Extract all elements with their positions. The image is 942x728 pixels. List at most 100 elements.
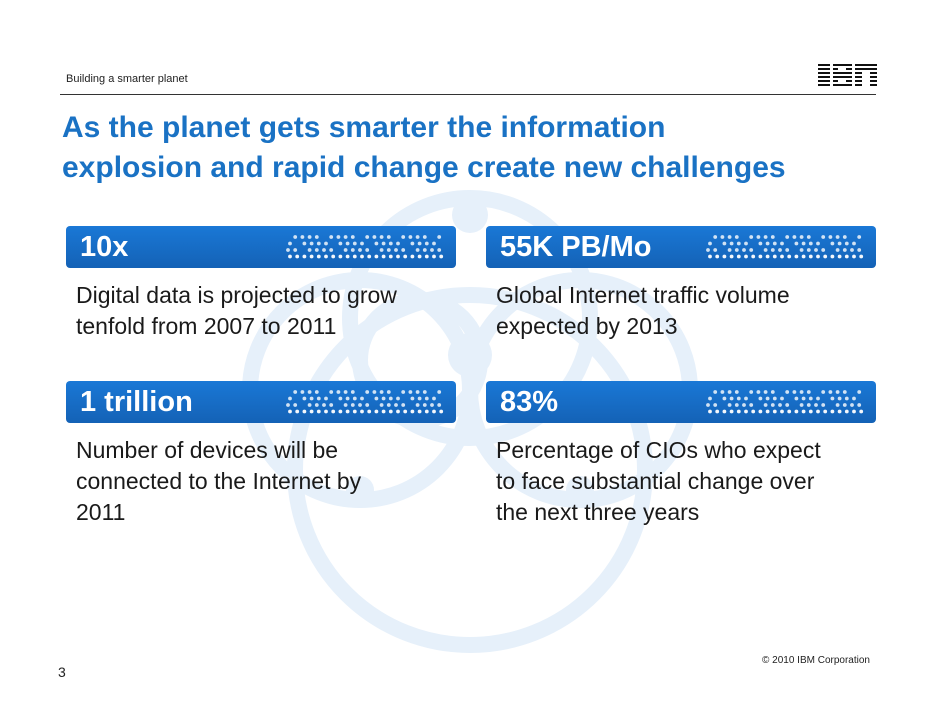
pattern-dot: [780, 409, 784, 414]
pattern-dot: [844, 396, 849, 401]
pattern-dot: [408, 390, 413, 394]
pattern-dot: [744, 241, 748, 246]
pattern-dot: [794, 396, 799, 401]
stat-description-data-growth: Digital data is projected to grow tenfol…: [76, 280, 466, 342]
pattern-dot: [794, 254, 799, 259]
pattern-dot: [729, 254, 734, 259]
pattern-dot: [374, 254, 379, 259]
pattern-dot: [410, 254, 415, 259]
pattern-dot: [794, 241, 799, 246]
pattern-dot: [314, 403, 319, 407]
stat-description-line: expected by 2013: [496, 313, 678, 339]
pattern-dot: [780, 396, 784, 401]
pattern-dot: [722, 409, 727, 414]
pattern-dot: [422, 248, 427, 252]
pattern-dot: [821, 235, 826, 239]
pattern-dot: [765, 241, 770, 246]
pattern-dot: [763, 248, 768, 252]
pattern-dot: [821, 390, 826, 394]
pattern-dot: [381, 396, 386, 401]
stat-description-line: Digital data is projected to grow: [76, 282, 397, 308]
pattern-dot: [388, 396, 393, 401]
pattern-dot: [727, 248, 732, 252]
stat-bar-cio-change: 83%: [486, 381, 876, 423]
pattern-dot: [787, 409, 792, 414]
pattern-dot: [806, 235, 811, 239]
pattern-dot: [307, 235, 312, 239]
pattern-dot: [288, 254, 292, 259]
stat-description-cio-change: Percentage of CIOs who expect to face su…: [496, 435, 886, 528]
pattern-dot: [806, 248, 811, 252]
pattern-dot: [439, 409, 444, 414]
pattern-dot: [749, 235, 754, 239]
pattern-dot: [314, 390, 319, 394]
pattern-dot: [415, 390, 420, 394]
pattern-dot: [749, 248, 754, 252]
pattern-dot: [758, 409, 763, 414]
pattern-dot: [792, 390, 797, 394]
pattern-dot: [350, 248, 355, 252]
pattern-dot: [336, 390, 341, 394]
stat-description-connected-devices: Number of devices will be connected to t…: [76, 435, 466, 528]
pattern-dot: [379, 403, 384, 407]
pattern-dot: [722, 254, 727, 259]
pattern-dot: [309, 254, 314, 259]
pattern-dot: [734, 235, 739, 239]
pattern-dot: [286, 248, 290, 252]
pattern-dot: [338, 254, 343, 259]
pattern-dot: [360, 254, 364, 259]
pattern-dot: [415, 248, 420, 252]
pattern-dot: [835, 390, 840, 394]
pattern-dot: [821, 403, 826, 407]
pattern-dot: [324, 396, 328, 401]
pattern-dot: [785, 248, 790, 252]
pattern-dot: [286, 403, 290, 407]
pattern-dot: [352, 241, 357, 246]
pattern-dot: [785, 403, 790, 407]
pattern-dot: [316, 254, 321, 259]
pattern-dot: [720, 390, 725, 394]
copyright-notice: © 2010 IBM Corporation: [762, 655, 870, 666]
pattern-dot: [365, 248, 370, 252]
pattern-dot: [756, 235, 761, 239]
pattern-dot: [830, 254, 835, 259]
pattern-dot: [708, 254, 712, 259]
pattern-dot: [742, 403, 746, 407]
pattern-dot: [293, 248, 298, 252]
stat-description-internet-traffic: Global Internet traffic volume expected …: [496, 280, 886, 342]
pattern-dot: [708, 396, 712, 401]
pattern-dot: [381, 254, 386, 259]
pattern-dot: [343, 403, 348, 407]
pattern-dot: [751, 409, 756, 414]
pattern-dot: [715, 254, 720, 259]
pattern-dot: [394, 403, 398, 407]
pattern-dot: [765, 409, 770, 414]
pattern-dot: [345, 241, 350, 246]
pattern-dot: [736, 396, 741, 401]
stat-value: 1 trillion: [80, 386, 193, 418]
pattern-dot: [401, 403, 406, 407]
header-divider: [60, 94, 876, 95]
pattern-dot: [388, 241, 393, 246]
pattern-dot: [816, 409, 820, 414]
pattern-dot: [360, 396, 364, 401]
pattern-dot: [727, 403, 732, 407]
stat-description-line: Global Internet traffic volume: [496, 282, 790, 308]
pattern-dot: [857, 403, 862, 407]
pattern-dot: [722, 241, 727, 246]
pattern-dot: [837, 396, 842, 401]
pattern-dot: [816, 396, 820, 401]
pattern-dot: [830, 396, 835, 401]
page-number: 3: [58, 664, 66, 680]
pattern-dot: [808, 409, 813, 414]
pattern-dot: [787, 254, 792, 259]
pattern-dot: [324, 241, 328, 246]
pattern-dot: [379, 248, 384, 252]
pattern-dot: [772, 254, 777, 259]
pattern-dot: [806, 390, 811, 394]
pattern-dot: [792, 235, 797, 239]
pattern-dot: [727, 235, 732, 239]
pattern-dot: [744, 254, 748, 259]
pattern-dot: [424, 396, 429, 401]
pattern-dot: [396, 254, 400, 259]
